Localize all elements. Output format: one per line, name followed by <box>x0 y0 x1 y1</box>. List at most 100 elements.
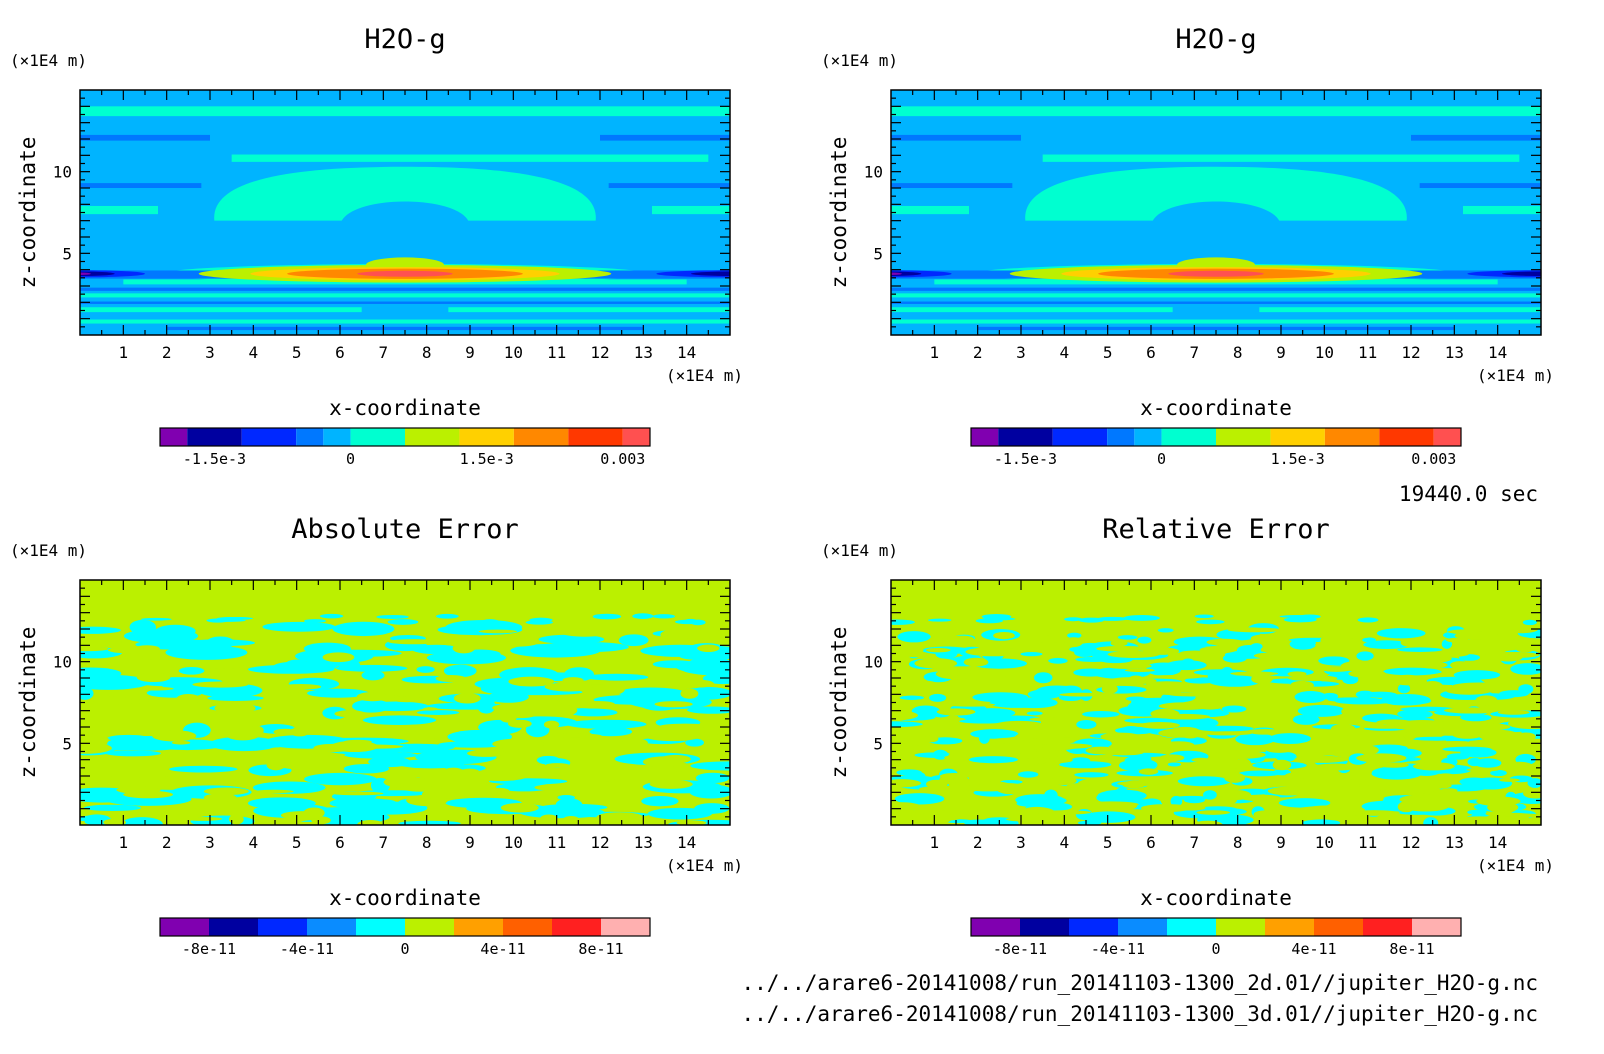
field-level-zero-plus <box>925 779 948 789</box>
field-level-zero-minus <box>1292 714 1320 725</box>
field-level-zero-plus <box>891 716 908 721</box>
file-path-3d: ../../arare6-20141008/run_20141103-1300_… <box>741 1002 1538 1026</box>
field-level-zero-plus <box>1096 645 1148 652</box>
field-level-zero-minus <box>1371 767 1422 780</box>
field-level-zero-plus <box>80 742 112 754</box>
field-band <box>80 205 158 215</box>
field-level-zero-minus <box>361 670 385 681</box>
colorbar-tick-label: 0.003 <box>1411 450 1456 468</box>
field-level-zero-minus <box>641 796 679 807</box>
field-level-zero-minus <box>416 666 435 673</box>
field-level-zero-plus <box>492 738 545 750</box>
field-level-zero-minus <box>984 617 1016 621</box>
field-level-zero-plus <box>658 723 713 731</box>
field-level-zero-plus <box>1403 731 1417 740</box>
field-level-zero-minus <box>972 692 1029 703</box>
field-level-zero-minus <box>1184 677 1216 684</box>
field-level-zero-minus <box>685 738 704 747</box>
field-level-zero-plus <box>290 727 310 737</box>
field-level-zero-plus <box>1252 662 1280 667</box>
x-unit-label: (×1E4 m) <box>666 366 743 385</box>
x-tick-label: 11 <box>1358 833 1377 852</box>
field-level-zero-plus <box>490 787 510 796</box>
field-level-zero-minus <box>1236 644 1262 656</box>
contour-field <box>80 90 730 335</box>
colorbar: -1.5e-3 0 1.5e-3 0.003 <box>970 427 1462 468</box>
field-level-zero-plus <box>1253 810 1276 820</box>
field-level-zero-plus <box>421 788 456 800</box>
field-band <box>608 183 730 188</box>
field-level-zero-plus <box>80 736 109 742</box>
field-level-zero-plus <box>1006 817 1043 822</box>
field-level-zero-minus <box>592 613 622 620</box>
field-level-zero-plus <box>1101 683 1118 694</box>
colorbar-swatch <box>998 428 1053 446</box>
field-level-zero-plus <box>1362 724 1411 729</box>
field-level-zero-plus <box>390 696 424 703</box>
field-level-zero-minus <box>1127 701 1145 714</box>
field-level-zero-minus <box>1235 733 1276 746</box>
field-level-zero-minus <box>1082 710 1120 718</box>
field-level-zero-minus <box>1411 736 1463 741</box>
field-level-zero-minus <box>899 695 925 700</box>
field-level-zero-minus <box>1467 809 1487 815</box>
colorbar-tick-label: 0 <box>400 940 409 958</box>
field-level-zero-minus <box>1522 619 1537 626</box>
field-level-zero-minus <box>891 619 915 625</box>
field-level-zero-minus <box>140 617 172 621</box>
colorbar-swatch <box>1216 918 1265 936</box>
colorbar-swatch <box>1324 428 1380 446</box>
field-level-zero-minus <box>83 804 142 812</box>
colorbar-swatch <box>258 918 307 936</box>
field-level-zero-plus <box>1417 661 1448 669</box>
field-level-zero-plus <box>1138 768 1159 775</box>
field-level-zero-plus <box>1199 646 1237 654</box>
x-tick-label: 4 <box>1060 833 1070 852</box>
colorbar-swatch <box>552 918 601 936</box>
field-level-zero-plus <box>400 777 436 790</box>
field-level-zero-plus <box>1222 789 1252 801</box>
field-level-zero-plus <box>1046 741 1061 751</box>
x-tick-label: 7 <box>379 343 389 362</box>
field-level-zero-minus <box>1297 704 1346 717</box>
field-level-zero-plus <box>452 643 475 654</box>
field-level-zero-minus <box>1026 711 1043 716</box>
field-level-zero-plus <box>467 749 506 757</box>
field-level-zero-plus <box>80 758 123 769</box>
colorbar-tick-label: 4e-11 <box>480 940 525 958</box>
field-level-zero-plus <box>194 756 233 763</box>
field-level-zero-minus <box>1017 771 1039 778</box>
field-level-zero-minus <box>426 651 507 665</box>
x-unit-label: (×1E4 m) <box>666 856 743 875</box>
colorbar-swatch <box>622 428 650 446</box>
field-level-zero-plus <box>1294 755 1349 763</box>
colorbar-swatch <box>1314 918 1363 936</box>
field-level-zero-plus <box>203 793 237 802</box>
field-level-zero-plus <box>545 763 570 768</box>
field-level-zero-minus <box>1074 772 1109 778</box>
field-level-zero-minus <box>1460 747 1497 758</box>
field-level-zero-minus <box>647 807 712 820</box>
colorbar-swatch <box>307 918 356 936</box>
field-level-zero-plus <box>1324 777 1356 787</box>
colorbar: -8e-11 -4e-11 0 4e-11 8e-11 <box>159 917 651 958</box>
x-tick-label: 9 <box>1276 343 1286 362</box>
field-level-zero-minus <box>555 798 583 811</box>
colorbar-swatch <box>1216 428 1271 446</box>
field-level-zero-minus <box>1208 675 1261 687</box>
field-level-zero-minus <box>1157 628 1174 633</box>
colorbar-swatch <box>241 428 297 446</box>
field-level-zero-plus <box>1348 810 1400 816</box>
field-band <box>891 183 1013 188</box>
field-level-zero-plus <box>1035 810 1092 815</box>
x-axis-label: x-coordinate <box>329 396 481 420</box>
field-level-zero-minus <box>1327 697 1383 703</box>
field-level-zero-plus <box>1250 634 1280 643</box>
field-level-zero-plus <box>1026 635 1072 643</box>
field-level-zero-minus <box>183 639 255 647</box>
field-level-zero-minus <box>209 736 280 752</box>
field-level-zero-plus <box>908 680 940 692</box>
field-level-zero-plus <box>443 767 464 775</box>
